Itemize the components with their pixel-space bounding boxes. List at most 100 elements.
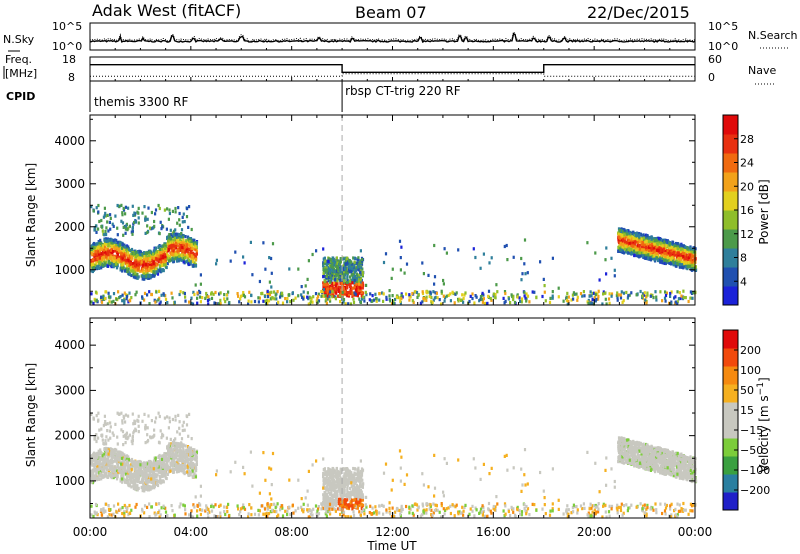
power-cell [597, 295, 600, 299]
power-cell [321, 294, 324, 298]
power-cell [630, 242, 633, 246]
power-cell [504, 299, 507, 303]
power-cell [627, 247, 630, 251]
power-cell [682, 254, 685, 259]
power-cell [99, 238, 102, 242]
power-xaxis-ticks [89, 115, 696, 305]
power-cell [148, 302, 151, 306]
power-cell [171, 296, 174, 300]
power-cell [692, 254, 695, 258]
power-cell [353, 274, 356, 278]
power-cell [644, 238, 648, 242]
power-cell [652, 247, 655, 251]
power-cell [187, 247, 190, 251]
power-cell [314, 292, 318, 296]
power-cell [632, 240, 635, 245]
power-cell [92, 260, 95, 265]
power-cell [639, 232, 642, 236]
power-cell [351, 294, 354, 298]
power-cell [194, 264, 197, 268]
power-cell [551, 294, 554, 298]
power-cell [125, 297, 128, 301]
power-cell [408, 293, 411, 297]
power-cell [223, 293, 226, 297]
power-cell [587, 298, 590, 302]
power-cell [359, 286, 362, 290]
power-cell [682, 266, 685, 270]
power-cell [684, 254, 687, 258]
power-cell [131, 265, 134, 269]
power-cell [342, 273, 345, 277]
power-cell [346, 277, 349, 281]
power-cell [157, 203, 160, 208]
power-cell [108, 220, 111, 224]
power-cell [679, 264, 682, 269]
power-cell [146, 224, 149, 228]
power-cell [151, 226, 154, 230]
power-cell [634, 233, 637, 237]
power-cell [110, 238, 113, 242]
power-cell [638, 233, 641, 237]
velocity-cell [169, 442, 172, 446]
power-cell [178, 258, 181, 262]
velocity-cell [123, 468, 126, 472]
power-cell [164, 258, 167, 262]
power-cell [137, 256, 140, 261]
velocity-scatter [90, 411, 698, 519]
power-cell [103, 242, 106, 246]
power-cell [682, 244, 686, 248]
power-cell [621, 242, 624, 246]
power-cell [641, 240, 644, 244]
power-cell [186, 259, 189, 263]
power-cell [133, 252, 136, 256]
power-cell [503, 244, 506, 249]
velocity-cell [127, 483, 130, 487]
power-cell [182, 234, 185, 238]
power-cell [656, 248, 659, 252]
power-cell [677, 297, 680, 301]
power-cell [344, 267, 347, 271]
power-cell [306, 295, 309, 299]
power-cell [620, 290, 623, 294]
nave-tick-bottom: 0 [708, 71, 715, 84]
power-cell [134, 274, 137, 278]
power-cell [652, 244, 655, 248]
power-cell [685, 250, 688, 254]
power-cell [284, 297, 287, 301]
power-cell [150, 263, 153, 267]
power-cell [660, 242, 663, 246]
power-cell [650, 239, 653, 243]
power-cell [116, 240, 119, 245]
power-cell [666, 259, 669, 263]
power-cell [416, 295, 419, 299]
velocity-cell [100, 477, 103, 481]
power-cell [106, 248, 109, 252]
power-cell [136, 260, 140, 264]
velocity-cell [153, 482, 156, 486]
power-cell [593, 295, 596, 300]
power-cell [96, 254, 99, 258]
power-cell [637, 244, 641, 248]
power-cell [98, 253, 101, 257]
velocity-cell [127, 455, 130, 459]
power-cell [516, 293, 519, 297]
power-cell [357, 285, 360, 289]
power-cell [120, 203, 123, 207]
power-cell [339, 285, 342, 289]
power-cell [121, 254, 124, 258]
power-cell [355, 266, 358, 270]
power-cell [315, 249, 318, 253]
power-cell [242, 291, 245, 295]
power-cell [543, 284, 546, 288]
power-cell [468, 299, 471, 304]
power-cell [335, 289, 338, 293]
power-cell [193, 241, 196, 245]
power-cell [388, 289, 391, 293]
power-cell [693, 259, 696, 263]
power-cell [621, 233, 624, 238]
power-cell [677, 260, 681, 265]
power-cell [471, 296, 474, 301]
velocity-cell [134, 485, 137, 489]
power-cell [405, 262, 409, 266]
power-cell [617, 249, 620, 253]
